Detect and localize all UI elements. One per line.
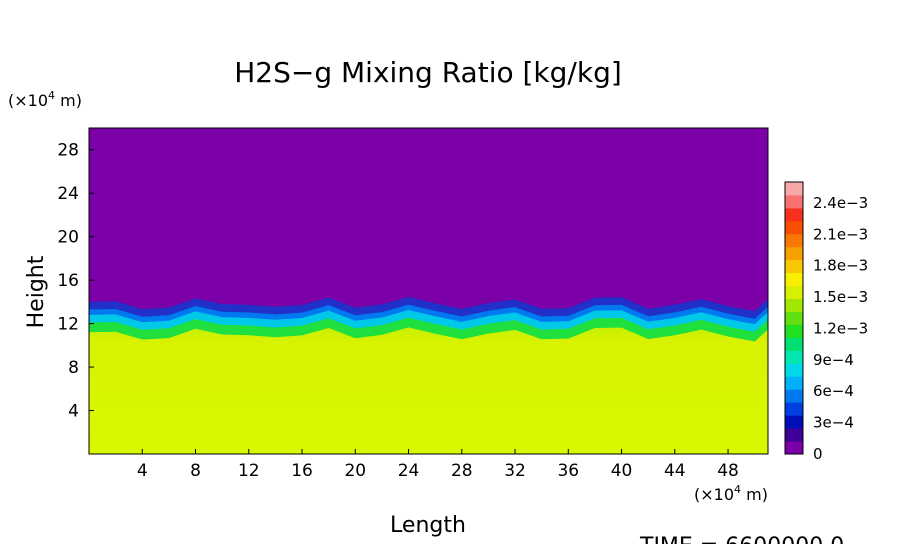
x-axis-unit: (×104 m) xyxy=(694,483,768,504)
y-tick-label: 28 xyxy=(57,141,79,161)
colorbar-tick-label: 3e−4 xyxy=(813,414,854,432)
colorbar-segment xyxy=(785,389,803,403)
colorbar-tick-label: 9e−4 xyxy=(813,351,854,369)
colorbar-segment xyxy=(785,415,803,429)
x-tick-label: 48 xyxy=(717,461,739,481)
y-axis-label: Height xyxy=(24,255,49,328)
colorbar-segment xyxy=(785,376,803,390)
colorbar-segment xyxy=(785,285,803,300)
colorbar-tick-label: 2.4e−3 xyxy=(813,194,868,212)
colorbar-segment xyxy=(785,350,803,364)
heatmap-field xyxy=(89,128,768,454)
y-unit-exponent: 4 xyxy=(48,89,55,102)
colorbar-tick-label: 1.8e−3 xyxy=(813,257,868,275)
colorbar-segment xyxy=(785,207,803,222)
colorbar-segment xyxy=(785,311,803,325)
plot-frame xyxy=(88,127,769,455)
x-axis-ticks: 4 8 12 16 20 24 28 32 36 40 44 48 xyxy=(137,449,739,481)
x-tick-label: 40 xyxy=(611,461,633,481)
x-tick-label: 8 xyxy=(190,461,201,481)
colorbar-tick-label: 6e−4 xyxy=(813,382,854,400)
colorbar-segment xyxy=(785,298,803,313)
colorbar-segment xyxy=(785,337,803,351)
y-tick-label: 12 xyxy=(57,315,79,335)
y-unit-prefix: (×10 xyxy=(8,91,48,110)
x-tick-label: 4 xyxy=(137,461,148,481)
y-tick-label: 16 xyxy=(57,271,79,291)
colorbar-segment xyxy=(785,194,803,209)
y-tick-label: 8 xyxy=(68,358,79,378)
x-tick-label: 44 xyxy=(664,461,686,481)
lower-region xyxy=(89,327,768,454)
colorbar-segment xyxy=(785,246,803,261)
x-tick-label: 20 xyxy=(344,461,366,481)
colorbar-segment xyxy=(785,428,803,442)
chart-title: H2S−g Mixing Ratio [kg/kg] xyxy=(234,56,622,89)
y-tick-label: 4 xyxy=(68,402,79,422)
colorbar-segment xyxy=(785,272,803,287)
x-axis-label: Length xyxy=(390,513,466,538)
y-axis-unit: (×104 m) xyxy=(8,89,82,110)
x-tick-label: 36 xyxy=(557,461,579,481)
colorbar xyxy=(784,181,804,455)
colorbar-segment xyxy=(785,182,803,196)
colorbar-segment xyxy=(785,402,803,416)
x-unit-exponent: 4 xyxy=(734,483,741,496)
y-tick-label: 20 xyxy=(57,228,79,248)
x-unit-prefix: (×10 xyxy=(694,485,734,504)
colorbar-segment xyxy=(785,324,803,338)
colorbar-tick-label: 0 xyxy=(813,445,823,463)
colorbar-segment xyxy=(785,441,803,455)
time-label: TIME = 6600000.0 xyxy=(639,534,844,544)
x-tick-label: 12 xyxy=(238,461,260,481)
colorbar-segment xyxy=(785,233,803,248)
colorbar-tick-label: 1.5e−3 xyxy=(813,288,868,306)
x-unit-suffix: m) xyxy=(741,485,768,504)
y-unit-suffix: m) xyxy=(55,91,82,110)
y-tick-label: 24 xyxy=(57,184,79,204)
colorbar-segment xyxy=(785,220,803,235)
colorbar-frame xyxy=(784,181,804,455)
colorbar-tick-label: 1.2e−3 xyxy=(813,320,868,338)
x-tick-label: 16 xyxy=(291,461,313,481)
x-tick-label: 32 xyxy=(504,461,526,481)
colorbar-tick-label: 2.1e−3 xyxy=(813,225,868,243)
y-axis-ticks: 4 8 12 16 20 24 28 xyxy=(57,141,94,422)
colorbar-ticks: 0 3e−4 6e−4 9e−4 1.2e−3 1.5e−3 1.8e−3 2.1e−3 2.4… xyxy=(813,194,868,463)
colorbar-segment xyxy=(785,363,803,377)
colorbar-segment xyxy=(785,259,803,274)
x-tick-label: 28 xyxy=(451,461,473,481)
x-tick-label: 24 xyxy=(398,461,420,481)
